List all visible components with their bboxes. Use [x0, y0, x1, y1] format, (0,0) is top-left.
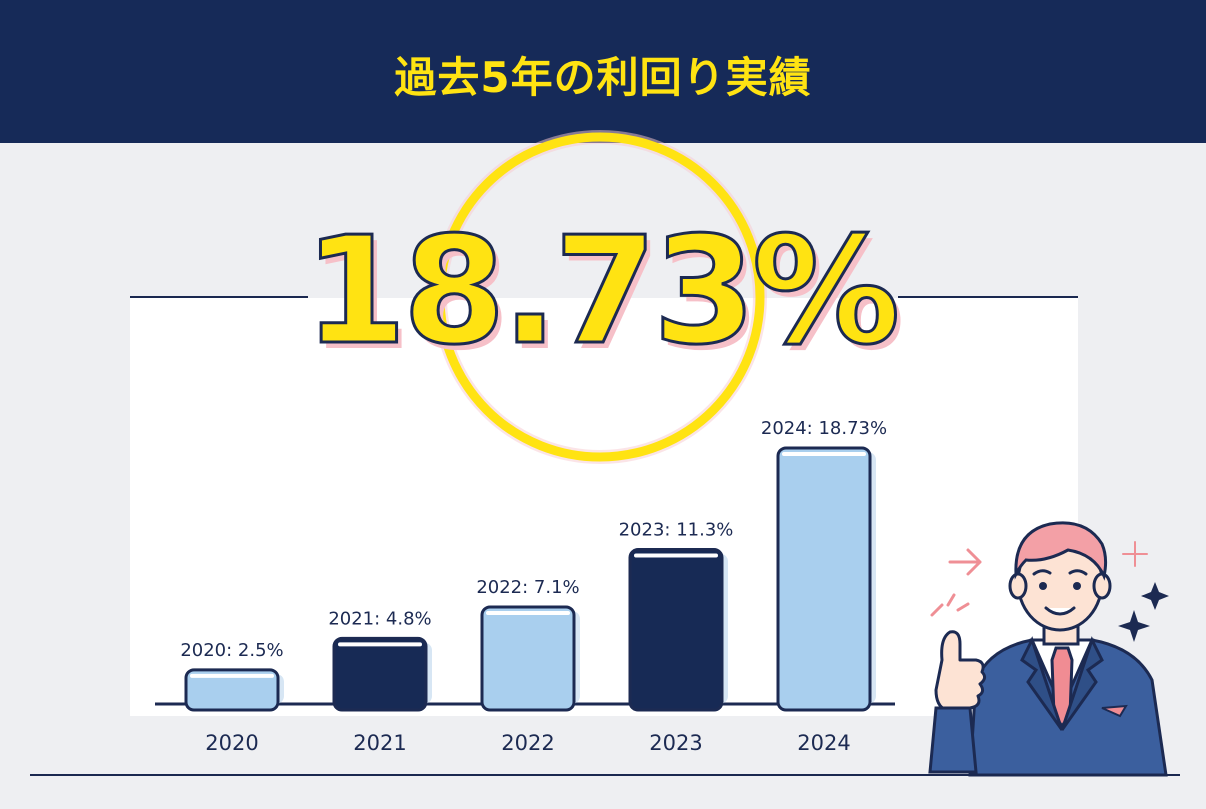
x-tick-label-2020: 2020: [205, 731, 258, 755]
bar-highlight-2024: [782, 452, 866, 456]
highlight-ring: [435, 132, 765, 462]
thumbs-up-hand: [934, 630, 987, 712]
bar-highlight-2020: [190, 673, 274, 678]
data-label-2022: 2022: 7.1%: [476, 577, 579, 598]
ear-right: [1092, 572, 1112, 600]
x-tick-label-2024: 2024: [797, 731, 850, 755]
data-label-2021: 2021: 4.8%: [328, 608, 431, 629]
bar-2022: [480, 605, 576, 712]
smile: [1044, 606, 1076, 616]
data-label-2024: 2024: 18.73%: [761, 418, 887, 439]
lapel-left: [1020, 636, 1064, 731]
brow-left: [1032, 569, 1052, 576]
page-title: 過去5年の利回り実績: [394, 53, 812, 102]
sleeve: [928, 706, 978, 774]
star-sparkle-icon: [1141, 582, 1169, 610]
bar-highlight-2022: [486, 610, 570, 615]
bar-2024: [776, 446, 872, 712]
businessman-thumbs-up-icon: [928, 521, 1169, 777]
header-bar: 過去5年の利回り実績: [0, 0, 1206, 143]
bar-2023: [628, 548, 724, 712]
brow-right: [1068, 569, 1088, 576]
star-sparkle-icon-2: [1118, 610, 1150, 642]
data-label-2020: 2020: 2.5%: [180, 640, 283, 661]
chart-panel: [130, 298, 1078, 716]
divider-left: [130, 296, 308, 298]
plus-sparkle-icon: [1122, 541, 1148, 567]
ear-left: [1008, 572, 1028, 600]
bar-highlight-2023: [634, 553, 718, 558]
x-tick-label-2023: 2023: [649, 731, 702, 755]
data-label-2023: 2023: 11.3%: [619, 520, 734, 541]
bottom-divider: [30, 774, 1180, 776]
arrow-right-icon: [948, 548, 982, 576]
eye-left: [1039, 582, 1047, 590]
x-tick-label-2022: 2022: [501, 731, 554, 755]
divider-right: [898, 296, 1078, 298]
headline-yield-value: 18.73%: [302, 204, 901, 379]
bar-highlight-2021: [338, 642, 422, 647]
bar-2020: [184, 668, 280, 712]
hair: [1014, 521, 1108, 581]
pocket-square: [1101, 704, 1128, 718]
bar-2021: [332, 636, 428, 712]
eye-right: [1073, 582, 1081, 590]
motion-lines-icon: [930, 593, 970, 617]
lapel-right: [1060, 636, 1104, 731]
x-tick-label-2021: 2021: [353, 731, 406, 755]
